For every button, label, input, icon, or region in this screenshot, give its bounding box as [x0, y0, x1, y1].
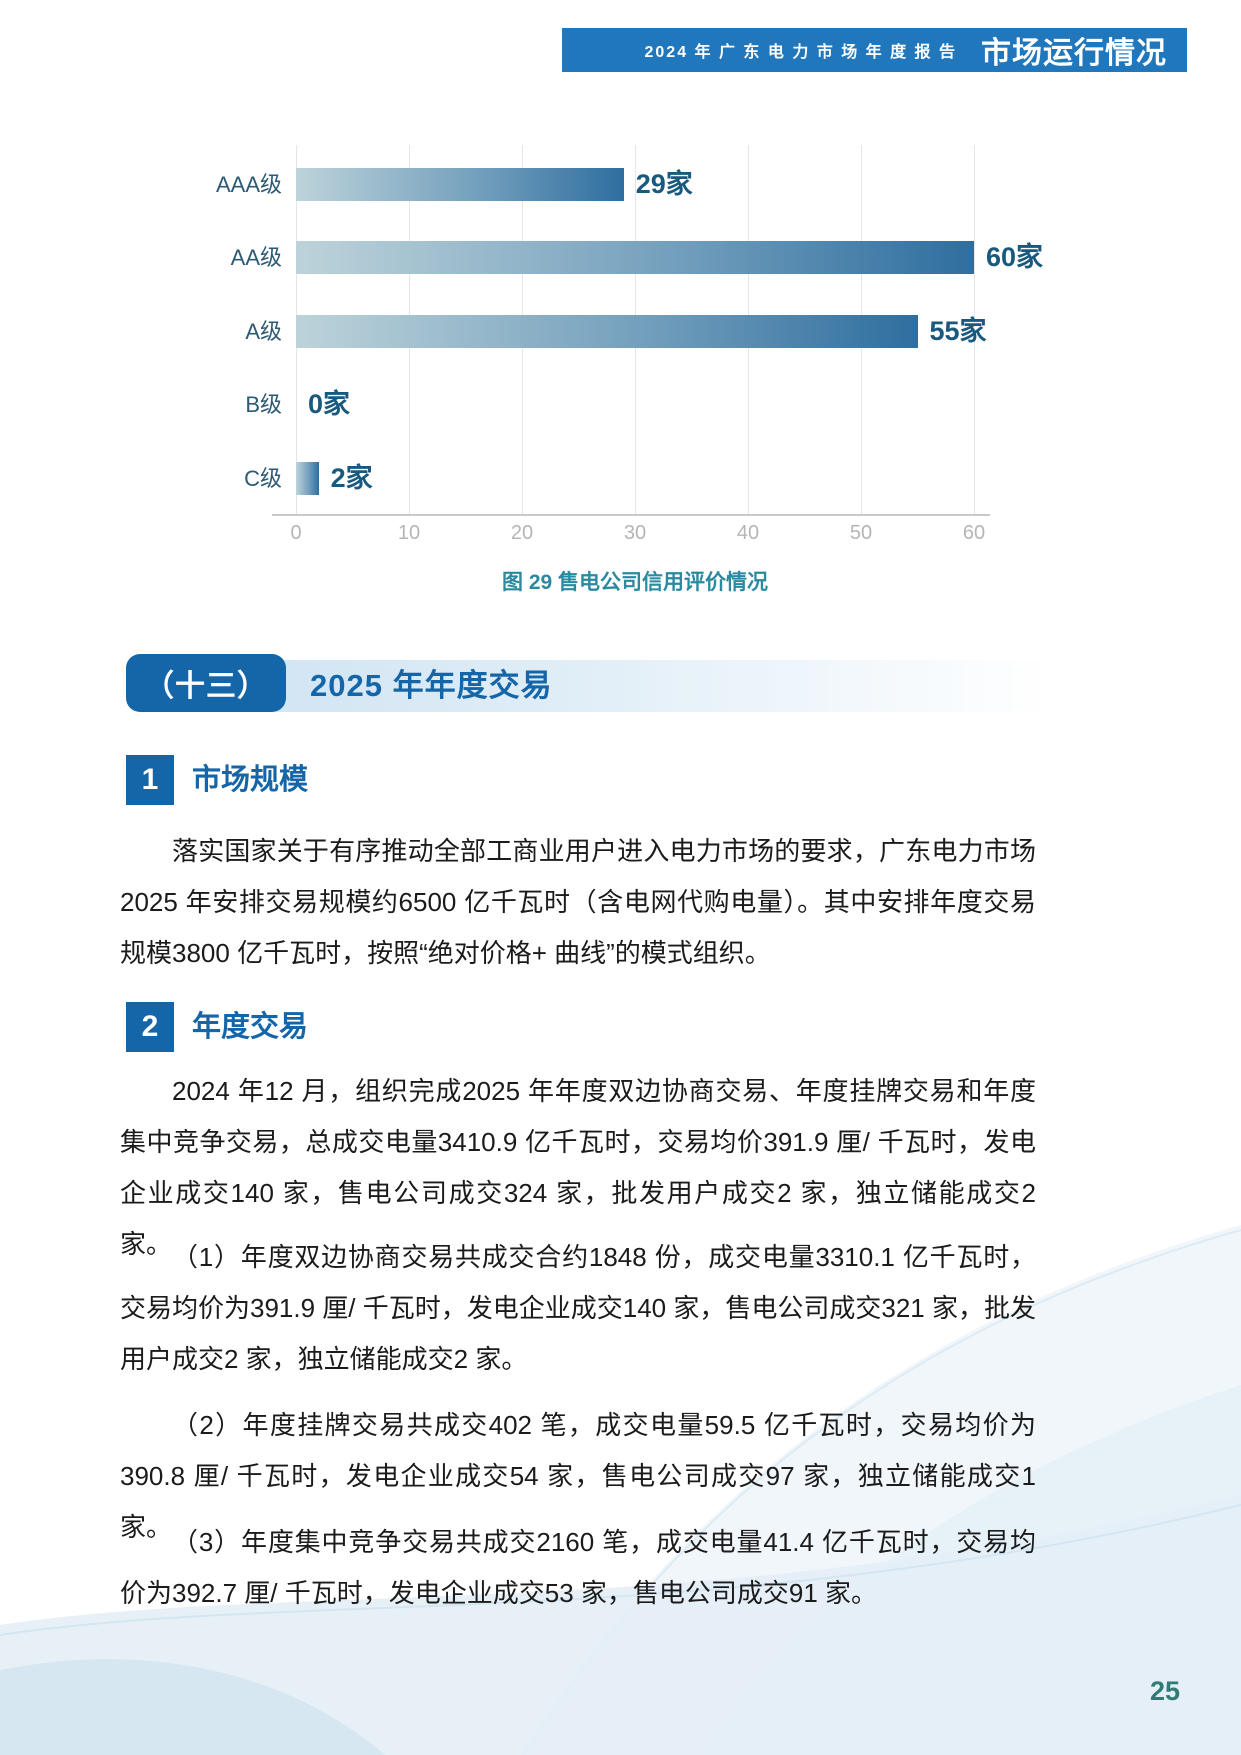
paragraph-bilateral-trading: （1）年度双边协商交易共成交合约1848 份，成交电量3310.1 亿千瓦时，交… — [120, 1242, 1036, 1374]
chart-x-tick-label: 40 — [736, 522, 760, 544]
chart-x-tick-label: 10 — [397, 522, 421, 544]
chart-value-label: 60家 — [986, 242, 1044, 272]
chapter-title: 市场运行情况 — [981, 37, 1167, 70]
chart-category-label: B级 — [245, 392, 282, 417]
section-number: （十三） — [144, 670, 268, 703]
section-title: 2025 年年度交易 — [310, 668, 553, 703]
chart-bar — [296, 241, 974, 274]
subsection-2-title: 年度交易 — [192, 1011, 309, 1043]
chart-value-label: 29家 — [635, 168, 693, 199]
chart-value-label: 0家 — [308, 389, 351, 419]
chart-value-label: 2家 — [330, 462, 373, 493]
section-number-badge: （十三） — [126, 654, 286, 712]
chart-category-label: C级 — [244, 465, 282, 491]
paragraph-market-scale: 落实国家关于有序推动全部工商业用户进入电力市场的要求，广东电力市场2025 年安… — [120, 836, 1036, 968]
chart-x-tick-label: 0 — [290, 522, 302, 544]
chart-caption: 图 29 售电公司信用评价情况 — [501, 571, 769, 594]
background-wave-decoration — [0, 1225, 1241, 1755]
chart-x-tick-label: 60 — [962, 522, 986, 544]
page-header-bar: 2024 年 广 东 电 力 市 场 年 度 报 告 市场运行情况 — [562, 28, 1187, 72]
subsection-1-title: 市场规模 — [192, 764, 309, 796]
paragraph-annual-trading-summary: 2024 年12 月，组织完成2025 年年度双边协商交易、年度挂牌交易和年度集… — [120, 1076, 1036, 1259]
paragraph-listing-trading: （2）年度挂牌交易共成交402 笔，成交电量59.5 亿千瓦时，交易均价为390… — [120, 1410, 1036, 1542]
chart-x-axis-line — [272, 514, 990, 516]
chart-x-tick-label: 30 — [623, 522, 647, 544]
paragraph-centralized-trading: （3）年度集中竞争交易共成交2160 笔，成交电量41.4 亿千瓦时，交易均价为… — [120, 1527, 1036, 1608]
report-title: 2024 年 广 东 电 力 市 场 年 度 报 告 — [644, 44, 957, 61]
chart-bar — [296, 314, 918, 348]
chart-category-label: A级 — [245, 318, 282, 344]
chart-x-tick-label: 20 — [510, 522, 534, 544]
section-banner — [150, 660, 1050, 712]
subsection-2-number-badge: 2 — [126, 1002, 174, 1052]
chart-bar — [296, 167, 624, 201]
chart-value-label: 55家 — [929, 315, 987, 346]
chart-gridline — [974, 145, 975, 514]
chart-bar — [296, 461, 319, 495]
chart-category-label: AA级 — [230, 245, 282, 270]
chart-x-tick-label: 50 — [849, 522, 873, 544]
chart-category-label: AAA级 — [215, 171, 282, 197]
subsection-1-number-badge: 1 — [126, 755, 174, 805]
page-number: 25 — [1150, 1676, 1181, 1706]
